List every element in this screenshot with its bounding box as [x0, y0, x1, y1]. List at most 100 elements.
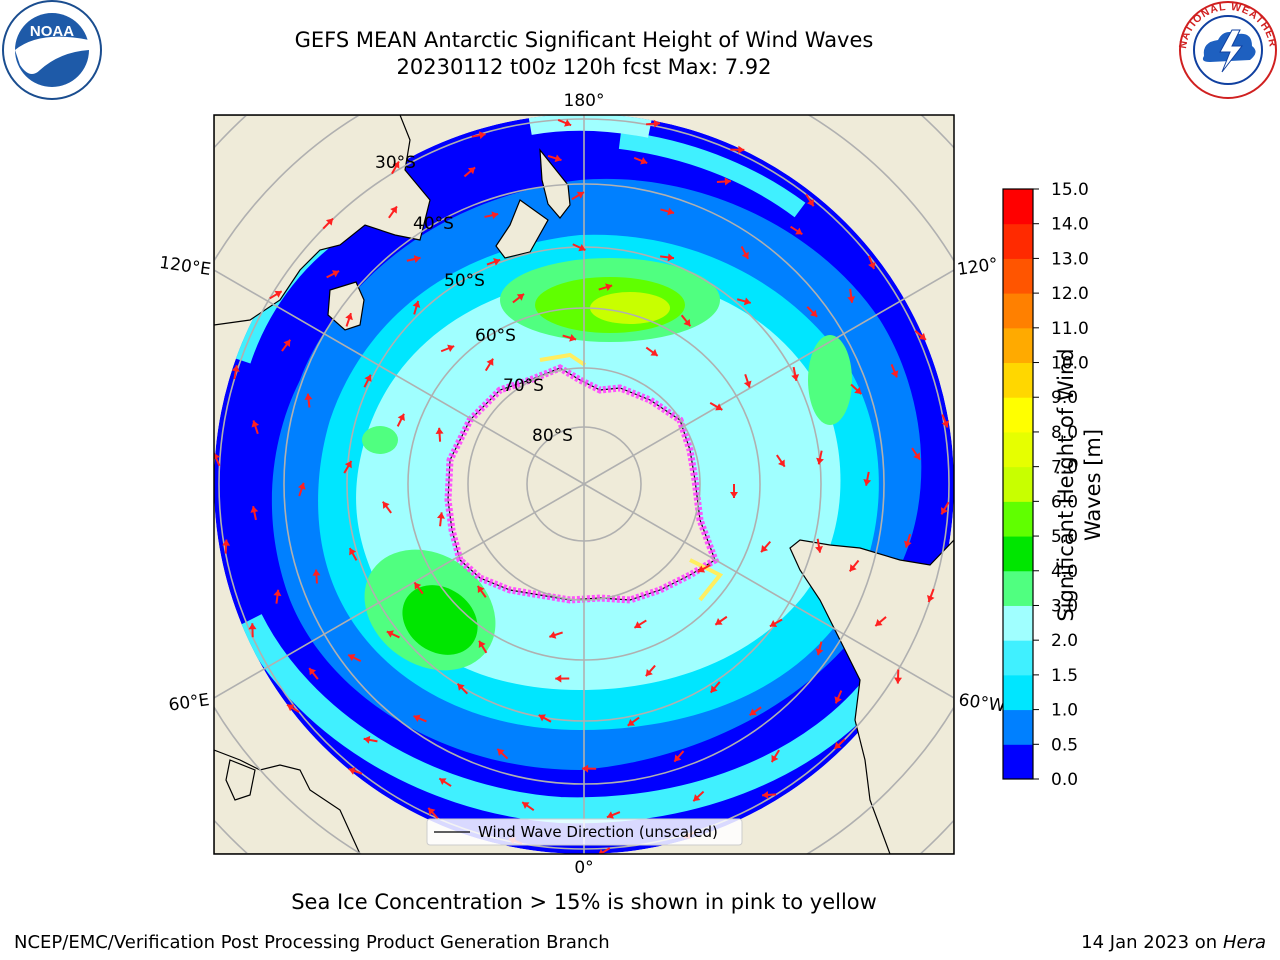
wind-arrow-head	[645, 668, 653, 677]
wind-arrow-head	[392, 161, 400, 169]
footer-date-prefix: 14 Jan 2023 on	[1081, 932, 1223, 953]
colorbar-tick-label: 13.0	[1051, 249, 1089, 269]
wind-arrow-head	[743, 380, 752, 388]
wind-arrow-head	[344, 460, 352, 469]
lat-label-60s: 60°S	[475, 326, 516, 346]
wind-arrow-head	[478, 640, 486, 649]
wind-arrow-head	[815, 648, 824, 656]
colorbar-tick-label: 8.0	[1051, 423, 1078, 443]
wind-arrow-head	[497, 748, 505, 756]
wind-arrow-head	[386, 630, 394, 638]
colorbar-tick-label: 10.0	[1051, 354, 1089, 374]
wind-arrow-head	[741, 251, 749, 259]
wind-arrow-head	[815, 546, 823, 553]
wind-arrow-head	[467, 167, 476, 175]
wind-arrow-head	[478, 131, 486, 140]
wind-arrow	[598, 847, 611, 854]
wind-arrow-head	[810, 309, 818, 317]
wind-arrow-head	[582, 764, 589, 773]
wind-arrow-head	[941, 420, 950, 428]
colorbar: 0.0 0.5 1.0 1.5 2.0 3.0 4.0 5.0 6.0 7.0 8.0 9.0 10.0…	[1002, 180, 1089, 790]
wind-arrow-head	[710, 685, 718, 693]
colorbar-tick-label: 3.0	[1051, 596, 1078, 616]
wind-arrow-head	[749, 708, 757, 716]
wind-arrow-head	[428, 807, 436, 816]
wind-arrow-head	[554, 154, 562, 163]
wind-arrow-head	[287, 704, 295, 712]
wind-arrow-head	[834, 741, 842, 749]
wind-arrow-head	[413, 714, 421, 723]
wind-arrow-head	[349, 548, 357, 556]
lat-label-40s: 40°S	[413, 214, 454, 234]
wind-arrow-head	[248, 623, 257, 630]
colorbar-segment	[1003, 293, 1033, 329]
legend: Wind Wave Direction (unscaled)	[426, 818, 743, 846]
lat-label-30s: 30°S	[375, 153, 416, 173]
colorbar-segment	[1003, 223, 1033, 259]
wind-arrow-head	[693, 794, 701, 802]
wind-arrow-head	[348, 767, 356, 775]
colorbar-segment	[1003, 327, 1033, 364]
chart-subtitle: 20230112 t00z 120h fcst Max: 7.92	[396, 55, 772, 79]
wind-arrow-head	[791, 374, 800, 381]
colorbar-segment	[1003, 362, 1033, 398]
wind-arrow-head	[854, 386, 862, 394]
wind-arrow-head	[761, 544, 769, 553]
colorbar-segment	[1003, 536, 1033, 572]
wind-arrow-head	[875, 619, 883, 626]
wind-arrow-head	[522, 802, 530, 809]
wind-arrow-head	[771, 754, 779, 763]
wind-arrow-head	[598, 848, 605, 854]
wind-arrow-head	[231, 365, 240, 372]
wind-arrow-head	[576, 191, 584, 199]
wind-arrow-head	[724, 177, 731, 186]
colorbar-segment	[1003, 501, 1033, 537]
lon-label-0: 0°	[574, 858, 593, 878]
wind-arrow-head	[683, 318, 691, 327]
wind-arrow-head	[863, 478, 872, 486]
wind-arrow-head	[222, 539, 231, 546]
wind-arrow-head	[743, 297, 751, 306]
wind-arrow-head	[816, 457, 824, 465]
colorbar-segment	[1003, 397, 1033, 433]
wind-arrow-head	[555, 674, 562, 683]
wind-arrow-head	[667, 253, 675, 262]
wind-arrow-head	[634, 621, 642, 629]
lat-label-70s: 70°S	[503, 376, 544, 396]
colorbar-tick-label: 1.0	[1051, 701, 1078, 721]
wind-arrow-head	[297, 482, 306, 490]
wind-arrow-head	[564, 119, 572, 127]
colorbar-tick-label: 0.0	[1051, 770, 1078, 790]
colorbar-title-line2: Waves [m]	[1081, 428, 1105, 542]
colorbar-segment	[1003, 431, 1033, 468]
wind-arrow-head	[491, 211, 499, 220]
colorbar-segment	[1003, 570, 1033, 606]
colorbar-segment	[1003, 466, 1033, 502]
colorbar-segment	[1003, 189, 1033, 225]
wind-arrow-head	[413, 255, 421, 263]
colorbar-tick-label: 12.0	[1051, 284, 1089, 304]
colorbar-tick-label: 14.0	[1051, 215, 1089, 235]
wind-arrow-head	[414, 582, 422, 590]
colorbar-tick-label: 4.0	[1051, 562, 1078, 582]
wind-arrow-head	[627, 718, 635, 726]
wind-arrow-head	[894, 677, 903, 684]
wind-arrow-head	[439, 778, 447, 786]
colorbar-tick-label: 6.0	[1051, 492, 1078, 512]
wind-arrow-head	[653, 119, 661, 128]
wind-arrow-head	[309, 668, 317, 676]
wind-arrow-head	[606, 811, 614, 819]
wind-arrow-head	[834, 696, 842, 704]
wind-arrow-head	[715, 403, 723, 411]
noaa-logo-text: NOAA	[30, 23, 74, 40]
map-area: 30°S 40°S 50°S 60°S 70°S 80°S Wind Wave …	[214, 115, 954, 854]
wind-arrow-head	[762, 790, 769, 799]
wind-arrow-head	[250, 506, 259, 513]
wind-arrow-head	[538, 714, 546, 722]
wind-arrow-head	[364, 374, 372, 382]
wind-arrow-head	[918, 332, 926, 340]
footer-host: Hera	[1222, 932, 1266, 953]
colorbar-tick-label: 15.0	[1051, 180, 1089, 200]
wind-arrow-head	[674, 754, 682, 762]
wind-arrow-head	[325, 218, 333, 226]
